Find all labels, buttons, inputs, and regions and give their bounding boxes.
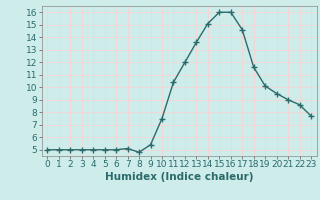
X-axis label: Humidex (Indice chaleur): Humidex (Indice chaleur) (105, 172, 253, 182)
